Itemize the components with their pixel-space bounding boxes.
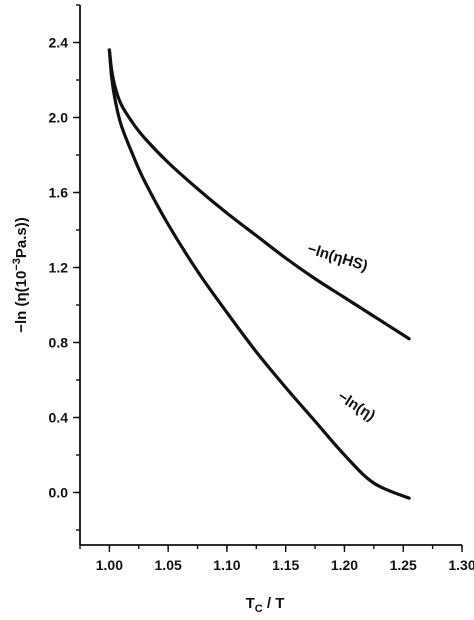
annotations: −ln(ηHS) −ln(η) bbox=[305, 240, 378, 424]
y-axis-title: −ln (η(10−3Pa.s)) bbox=[11, 217, 30, 333]
x-tick-label: 1.15 bbox=[272, 557, 299, 573]
series-annotation-0: −ln(ηHS) bbox=[305, 240, 369, 274]
series-line-1 bbox=[107, 48, 411, 500]
y-tick-label: 0.4 bbox=[49, 410, 69, 426]
series-annotation-1: −ln(η) bbox=[334, 388, 378, 425]
x-tick-label: 1.30 bbox=[448, 557, 474, 573]
series-group bbox=[107, 48, 411, 500]
x-tick-label: 1.25 bbox=[390, 557, 417, 573]
x-tick-label: 1.20 bbox=[331, 557, 358, 573]
y-tick-label: 2.0 bbox=[49, 110, 69, 126]
x-axis-subscript: C bbox=[255, 603, 263, 615]
x-tick-label: 1.05 bbox=[155, 557, 182, 573]
series-line-0 bbox=[107, 48, 411, 341]
x-axis-ticks: 1.00 1.05 1.10 1.15 1.20 1.25 1.30 bbox=[79, 545, 474, 573]
y-tick-label: 1.6 bbox=[49, 185, 69, 201]
x-tick-label: 1.00 bbox=[96, 557, 123, 573]
x-axis-title: TC / T bbox=[246, 595, 285, 615]
y-axis-ticks: 0.0 0.4 0.8 1.2 1.6 2.0 2.4 bbox=[49, 4, 80, 531]
y-tick-label: 2.4 bbox=[49, 35, 69, 51]
y-tick-label: 0.0 bbox=[49, 485, 69, 501]
y-tick-label: 0.8 bbox=[49, 335, 69, 351]
y-tick-label: 1.2 bbox=[49, 260, 69, 276]
x-tick-label: 1.10 bbox=[213, 557, 240, 573]
